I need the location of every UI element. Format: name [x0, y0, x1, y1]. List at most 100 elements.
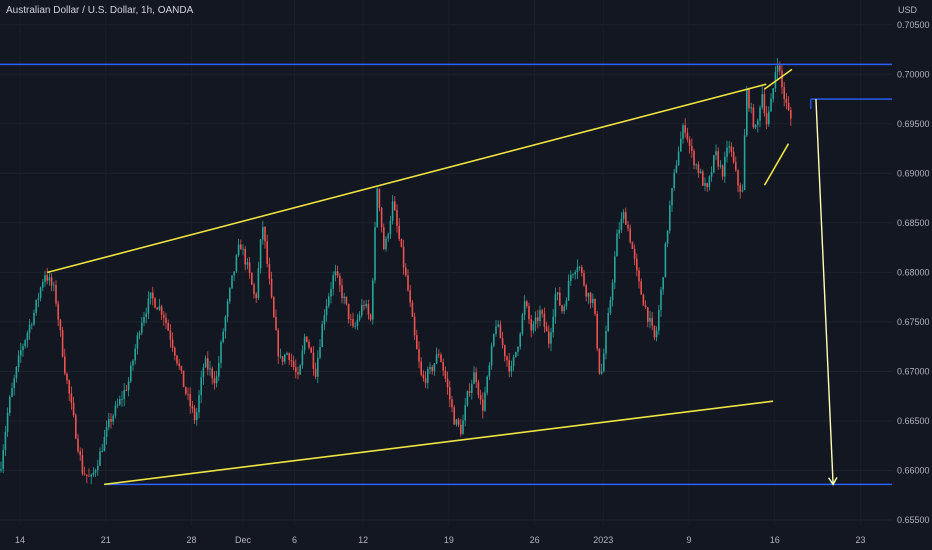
- candle-body: [730, 146, 733, 152]
- candle-body: [235, 255, 238, 272]
- candle-body: [262, 226, 264, 240]
- candle-body: [750, 107, 752, 109]
- candle-body: [523, 301, 526, 315]
- projection-arrow-shaft[interactable]: [815, 99, 834, 485]
- candle-body: [286, 353, 288, 355]
- candle-body: [495, 326, 497, 335]
- candle-body: [372, 280, 374, 320]
- candle-body: [37, 298, 40, 300]
- candle-body: [88, 475, 90, 477]
- candle-body: [347, 303, 350, 319]
- candle-body: [757, 120, 759, 125]
- candle-body: [545, 326, 548, 332]
- candle-body: [422, 374, 425, 379]
- candle-body: [464, 405, 466, 421]
- candle-body: [636, 258, 638, 271]
- candle-body: [42, 281, 44, 288]
- upper-channel-line[interactable]: [47, 83, 767, 274]
- candle-body: [389, 220, 392, 235]
- candle-body: [367, 304, 370, 315]
- candle-body: [121, 398, 123, 400]
- candle-body: [574, 272, 576, 275]
- candle-body: [776, 65, 779, 73]
- candle-body: [114, 405, 117, 416]
- candle-body: [270, 278, 273, 298]
- candle-body: [686, 132, 689, 140]
- candle-body: [361, 305, 363, 316]
- candle-body: [273, 297, 275, 318]
- candle-body: [310, 347, 312, 353]
- candle-body: [130, 365, 132, 382]
- candle-body: [587, 292, 590, 297]
- candle-body: [35, 299, 37, 313]
- candle-body: [715, 151, 717, 156]
- candle-body: [783, 87, 785, 99]
- candle-body: [741, 190, 744, 192]
- candle-body: [479, 395, 482, 400]
- candle-body: [572, 274, 574, 276]
- time-tick-label: 19: [444, 535, 454, 545]
- wedge-lower-line[interactable]: [763, 143, 790, 186]
- candle-body: [466, 391, 469, 406]
- candle-body: [138, 332, 141, 336]
- candle-body: [754, 124, 757, 128]
- candle-body: [682, 125, 684, 139]
- candle-body: [330, 288, 332, 297]
- candle-body: [147, 298, 150, 314]
- candle-body: [57, 303, 59, 320]
- candle-body: [706, 183, 708, 188]
- price-tick-label: 0.66000: [897, 466, 930, 476]
- candle-body: [211, 368, 213, 379]
- candle-body: [284, 354, 286, 362]
- candle-body: [409, 290, 411, 303]
- candle-body: [378, 188, 381, 208]
- price-tick-label: 0.69500: [897, 119, 930, 129]
- price-tick-label: 0.67500: [897, 317, 930, 327]
- candle-body: [449, 387, 451, 400]
- candle-body: [22, 346, 24, 351]
- candle-body: [83, 473, 86, 475]
- projection-arrow-head: [828, 477, 838, 486]
- candle-body: [735, 162, 737, 171]
- candle-body: [259, 239, 262, 269]
- candle-body: [92, 472, 95, 475]
- candle-body: [765, 113, 768, 125]
- price-tick-label: 0.69000: [897, 168, 930, 178]
- candle-body: [759, 107, 761, 121]
- candle-body: [145, 313, 147, 318]
- candle-body: [642, 294, 645, 306]
- time-tick-label: 21: [101, 535, 111, 545]
- time-tick-label: 14: [15, 535, 25, 545]
- candle-body: [693, 150, 695, 166]
- candle-body: [174, 347, 176, 356]
- candle-body: [215, 376, 218, 384]
- candle-body: [550, 332, 552, 344]
- candle-body: [275, 317, 277, 331]
- candle-body: [556, 292, 559, 295]
- candle-body: [530, 319, 532, 331]
- time-axis[interactable]: 14 21 28 Dec 6 12 19 26 2023 9 16 23: [15, 535, 866, 545]
- candle-body: [185, 387, 187, 394]
- candle-body: [653, 325, 656, 338]
- price-axis[interactable]: USD 0.70500 0.70000 0.69500 0.69000 0.68500 0…: [897, 5, 930, 525]
- candle-body: [336, 271, 339, 276]
- candle-body: [490, 346, 493, 366]
- candle-body: [402, 246, 405, 268]
- candle-body: [251, 272, 253, 285]
- lower-channel-line[interactable]: [103, 400, 774, 486]
- candle-body: [323, 315, 326, 325]
- candle-body: [163, 314, 165, 318]
- candle-body: [220, 341, 222, 363]
- candle-body: [237, 244, 240, 256]
- candle-body: [299, 365, 301, 375]
- candle-body: [169, 330, 172, 340]
- candle-body: [484, 392, 486, 411]
- candle-body: [655, 330, 658, 338]
- wedge-upper-line[interactable]: [764, 68, 793, 90]
- candle-body: [787, 102, 790, 111]
- candle-body: [638, 270, 640, 282]
- candle-body: [600, 371, 603, 374]
- candle-body: [200, 377, 202, 396]
- candle-body: [277, 330, 279, 357]
